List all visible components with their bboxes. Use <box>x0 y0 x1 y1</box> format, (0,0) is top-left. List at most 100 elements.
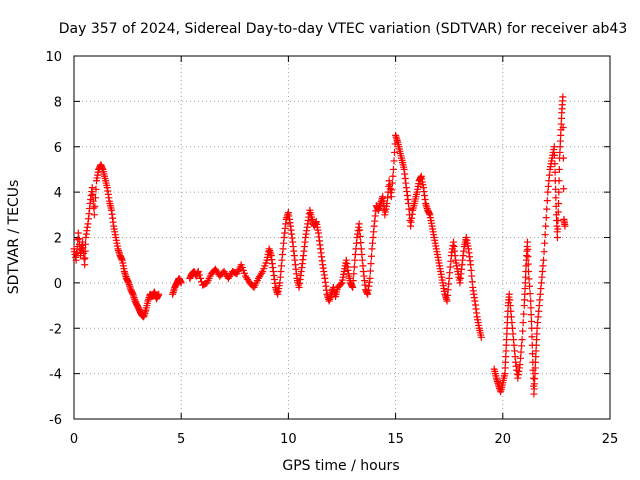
data-point <box>91 202 99 210</box>
data-point <box>559 154 567 162</box>
data-point <box>391 148 399 156</box>
y-tick-label: 0 <box>54 277 62 292</box>
data-point <box>555 165 563 173</box>
data-point <box>366 267 374 275</box>
data-point <box>91 194 99 202</box>
data-point <box>542 214 550 222</box>
data-point <box>355 220 363 228</box>
data-point <box>194 268 202 276</box>
x-tick-label: 15 <box>387 432 404 447</box>
data-point <box>388 179 396 187</box>
y-tick-label: 8 <box>54 95 62 110</box>
data-point <box>349 283 357 291</box>
data-point <box>81 261 89 269</box>
y-tick-label: -6 <box>49 413 62 428</box>
data-point <box>559 93 567 101</box>
data-point <box>72 256 80 264</box>
data-point <box>518 336 526 344</box>
data-point <box>92 185 100 193</box>
data-point <box>526 282 534 290</box>
data-point <box>540 248 548 256</box>
data-point <box>90 204 98 212</box>
data-point <box>356 226 364 234</box>
data-point <box>357 239 365 247</box>
data-point <box>543 205 551 213</box>
y-tick-label: -4 <box>49 368 62 383</box>
data-point <box>554 225 562 233</box>
data-point <box>524 260 532 268</box>
data-points <box>70 93 569 398</box>
data-point <box>388 186 396 194</box>
data-point <box>541 231 549 239</box>
data-point <box>520 310 528 318</box>
data-point <box>389 165 397 173</box>
y-axis-label: SDTVAR / TECUs <box>6 180 22 295</box>
data-point <box>337 280 345 288</box>
y-tick-label: 4 <box>54 186 62 201</box>
x-axis-label: GPS time / hours <box>282 458 399 474</box>
data-point <box>560 185 568 193</box>
grid <box>74 56 610 419</box>
data-point <box>554 216 562 224</box>
data-point <box>525 275 533 283</box>
data-point <box>555 199 563 207</box>
chart-title: Day 357 of 2024, Sidereal Day-to-day VTE… <box>59 21 628 37</box>
data-point <box>525 268 533 276</box>
data-point <box>155 290 163 298</box>
data-point <box>524 245 532 253</box>
data-point <box>367 260 375 268</box>
data-point <box>561 222 569 230</box>
x-tick-label: 10 <box>280 432 297 447</box>
data-point <box>540 256 548 264</box>
data-point <box>527 304 535 312</box>
data-point <box>366 274 374 282</box>
data-point <box>74 236 82 244</box>
data-point <box>350 270 358 278</box>
data-point <box>527 311 535 319</box>
data-point <box>477 333 485 341</box>
data-point <box>526 290 534 298</box>
x-tick-label: 25 <box>602 432 619 447</box>
data-point <box>349 277 357 285</box>
y-tick-label: 2 <box>54 232 62 247</box>
data-point <box>551 168 559 176</box>
data-point <box>350 263 358 271</box>
data-point <box>88 184 96 192</box>
data-point <box>555 177 563 185</box>
data-point <box>559 123 567 131</box>
y-tick-label: 10 <box>45 50 62 65</box>
data-point <box>554 208 562 216</box>
data-point <box>390 157 398 165</box>
data-point <box>519 327 527 335</box>
data-point <box>542 222 550 230</box>
data-point <box>356 232 364 240</box>
data-point <box>555 188 563 196</box>
data-point <box>516 361 524 369</box>
data-point <box>543 197 551 205</box>
data-point <box>518 342 526 350</box>
data-point <box>81 247 89 255</box>
data-point <box>551 151 559 159</box>
data-point <box>177 279 185 287</box>
data-point <box>516 354 524 362</box>
data-point <box>550 143 558 151</box>
data-point <box>524 253 532 261</box>
y-tick-label: 6 <box>54 141 62 156</box>
data-point <box>258 269 266 277</box>
data-point <box>552 194 560 202</box>
y-tick-label: -2 <box>49 322 62 337</box>
data-point <box>367 252 375 260</box>
data-point <box>519 319 527 327</box>
data-point <box>195 271 203 279</box>
data-point <box>528 333 536 341</box>
data-point <box>389 172 397 180</box>
data-point <box>90 211 98 219</box>
x-tick-label: 0 <box>70 432 78 447</box>
data-point <box>523 238 531 246</box>
data-point <box>387 193 395 201</box>
data-point <box>81 254 89 262</box>
axis-ticks: 0 5 10 15 20 25 -6 -4 -2 0 2 4 6 8 10 <box>45 50 618 447</box>
data-point <box>553 234 561 241</box>
data-point <box>541 239 549 247</box>
